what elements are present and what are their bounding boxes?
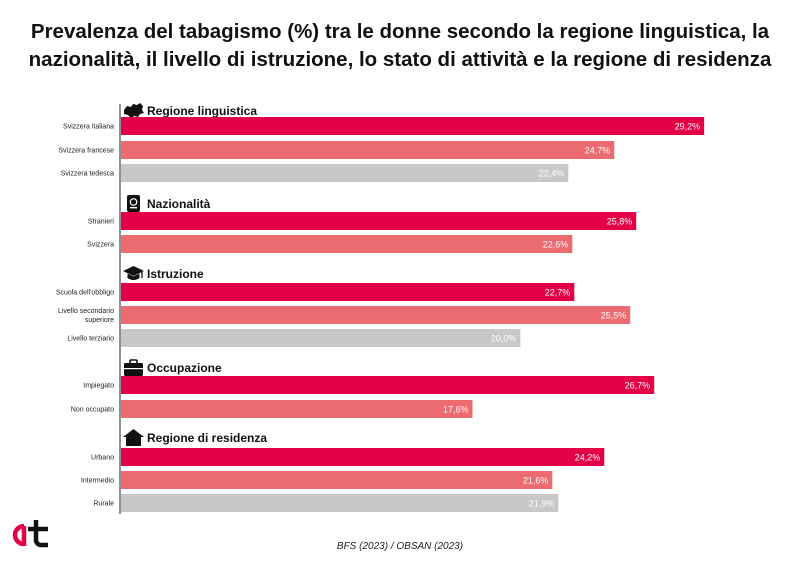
group-header: Regione linguistica <box>147 104 257 118</box>
bar-value-label: 20,0% <box>491 334 517 344</box>
category-label: Svizzera italiana <box>63 124 114 131</box>
category-label: Rurale <box>93 501 114 508</box>
category-label: Svizzera <box>87 242 114 249</box>
bar <box>121 235 573 253</box>
bar <box>121 400 473 418</box>
passport-icon <box>127 195 140 212</box>
house-icon <box>123 429 144 446</box>
category-label: Non occupato <box>71 407 114 414</box>
graduation-cap-icon <box>123 266 144 280</box>
bar <box>121 117 705 135</box>
bar <box>121 471 553 489</box>
bar <box>121 212 637 230</box>
bar <box>121 376 655 394</box>
bar-value-label: 22,7% <box>545 288 571 298</box>
category-label: Stranieri <box>88 219 115 226</box>
bar-value-label: 25,8% <box>607 217 633 227</box>
bar-value-label: 26,7% <box>625 381 651 391</box>
switzerland-map-icon <box>124 103 144 118</box>
bar <box>121 141 615 159</box>
bar-value-label: 21,6% <box>523 476 549 486</box>
source-note: BFS (2023) / OBSAN (2023) <box>336 541 464 552</box>
category-label: Svizzera tedesca <box>61 171 114 178</box>
category-label: Svizzera francese <box>58 148 114 155</box>
group-header: Istruzione <box>147 267 204 281</box>
category-label: Livello terziario <box>67 336 114 343</box>
bar-value-label: 17,6% <box>443 405 469 415</box>
bar-value-label: 22,4% <box>539 169 565 179</box>
bar-value-label: 22,6% <box>543 240 569 250</box>
category-label: Urbano <box>91 455 114 462</box>
category-label: Impiegato <box>83 383 114 390</box>
bar-value-label: 29,2% <box>675 122 701 132</box>
brand-logo-icon <box>12 520 48 548</box>
bar <box>121 306 631 324</box>
chart-title: Prevalenza del tabagismo (%) tra le donn… <box>0 18 800 74</box>
bar <box>121 494 559 512</box>
bar <box>121 329 521 347</box>
category-label: Livello secondario superiore <box>58 308 114 324</box>
bar-value-label: 24,7% <box>585 146 611 156</box>
bar <box>121 164 569 182</box>
bar <box>121 448 605 466</box>
category-label: Intermedio <box>81 478 114 485</box>
chart-title-line-1: Prevalenza del tabagismo (%) tra le donn… <box>30 20 770 43</box>
bar <box>121 283 575 301</box>
briefcase-icon <box>124 359 143 376</box>
group-header: Nazionalità <box>147 197 211 211</box>
bar-value-label: 25,5% <box>601 311 627 321</box>
group-header: Occupazione <box>147 361 222 375</box>
category-label: Scuola dell'obbligo <box>56 290 114 297</box>
chart-title-line-2: nazionalità, il livello di istruzione, l… <box>28 48 772 71</box>
group-header: Regione di residenza <box>147 431 267 445</box>
bar-value-label: 24,2% <box>575 453 601 463</box>
bar-value-label: 21,9% <box>529 499 555 509</box>
